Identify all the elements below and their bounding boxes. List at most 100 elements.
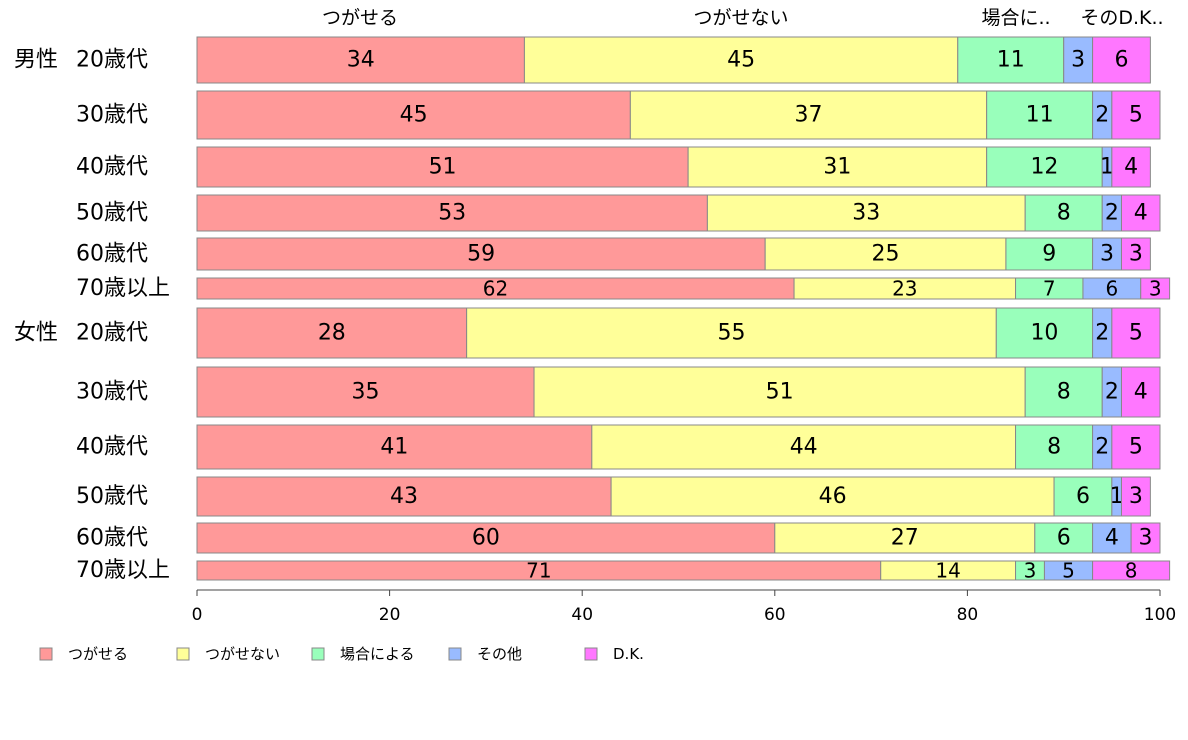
data-label: 11	[1026, 103, 1054, 128]
data-label: 1	[1100, 155, 1114, 180]
data-label: 37	[795, 103, 823, 128]
data-label: 62	[483, 277, 508, 301]
data-label: 3	[1129, 484, 1143, 509]
bar-segment	[986, 90, 1094, 140]
data-label: 27	[891, 526, 919, 551]
data-label: 12	[1030, 155, 1058, 180]
data-label: 10	[1030, 321, 1058, 346]
data-label: 2	[1105, 380, 1119, 405]
x-tick-label: 40	[571, 605, 593, 625]
data-label: 9	[1042, 242, 1056, 267]
data-label: 53	[438, 201, 466, 226]
data-label: 44	[790, 435, 818, 460]
bar-segment	[1120, 476, 1151, 517]
bar-segment	[1092, 36, 1151, 84]
data-label: 45	[400, 103, 428, 128]
x-tick-label: 0	[192, 605, 203, 625]
bar-segment	[1092, 237, 1122, 271]
data-label: 3	[1024, 559, 1037, 583]
bar-segment	[196, 194, 708, 232]
data-label: 45	[727, 48, 755, 73]
data-label: 5	[1129, 103, 1143, 128]
data-label: 46	[819, 484, 847, 509]
data-label: 4	[1105, 526, 1119, 551]
bar-segment	[523, 36, 959, 84]
bar-segment	[1024, 366, 1103, 418]
data-label: 2	[1095, 321, 1109, 346]
data-label: 3	[1139, 526, 1153, 551]
bar-segment	[1092, 560, 1171, 581]
data-label: 6	[1105, 277, 1118, 301]
data-label: 51	[429, 155, 457, 180]
column-header: そのD.K..	[1080, 7, 1163, 29]
x-tick-label: 100	[1144, 605, 1176, 625]
category-label: 60歳代	[76, 242, 148, 267]
data-label: 6	[1057, 526, 1071, 551]
category-label: 50歳代	[76, 484, 148, 509]
data-label: 59	[467, 242, 495, 267]
data-label: 31	[823, 155, 851, 180]
data-label: 8	[1057, 380, 1071, 405]
category-label: 30歳代	[76, 103, 148, 128]
data-label: 3	[1149, 277, 1162, 301]
data-label: 60	[472, 526, 500, 551]
bar-segment	[986, 146, 1103, 188]
bar-segment	[1140, 277, 1171, 300]
category-label: 40歳代	[76, 155, 148, 180]
bar-segment	[1092, 522, 1132, 554]
legend-label: つがせる	[68, 645, 128, 663]
bar-segment	[1024, 194, 1103, 232]
data-label: 34	[347, 48, 375, 73]
bar-segment	[1120, 366, 1161, 418]
bar-segment	[1120, 237, 1151, 271]
data-label: 14	[935, 559, 960, 583]
category-label: 30歳代	[76, 380, 148, 405]
data-label: 3	[1129, 242, 1143, 267]
category-label: 50歳代	[76, 201, 148, 226]
data-label: 2	[1105, 201, 1119, 226]
legend-swatch	[448, 647, 462, 661]
data-label: 4	[1124, 155, 1138, 180]
bar-segment	[1015, 424, 1094, 470]
category-label: 20歳代	[76, 321, 148, 346]
category-label: 60歳代	[76, 526, 148, 551]
bar-segment	[196, 237, 766, 271]
bar-segment	[1111, 90, 1161, 140]
column-header: つがせる	[322, 7, 398, 29]
bar-segment	[629, 90, 988, 140]
data-label: 55	[717, 321, 745, 346]
data-label: 8	[1125, 559, 1138, 583]
legend-swatch	[311, 647, 325, 661]
data-label: 43	[390, 484, 418, 509]
bar-segment	[196, 424, 593, 470]
data-label: 3	[1071, 48, 1085, 73]
data-label: 5	[1129, 435, 1143, 460]
group-label: 女性	[14, 321, 58, 346]
data-label: 3	[1100, 242, 1114, 267]
data-label: 33	[852, 201, 880, 226]
bar-segment	[706, 194, 1026, 232]
bar-segment	[957, 36, 1065, 84]
bar-segment	[687, 146, 988, 188]
data-label: 4	[1134, 380, 1148, 405]
legend-label: D.K.	[613, 645, 644, 663]
bar-segment	[466, 307, 997, 359]
data-label: 11	[997, 48, 1025, 73]
bar-segment	[1130, 522, 1161, 554]
bar-segment	[610, 476, 1055, 517]
data-label: 8	[1047, 435, 1061, 460]
data-label: 5	[1129, 321, 1143, 346]
bar-segment	[1111, 424, 1161, 470]
bar-segment	[196, 476, 612, 517]
bar-segment	[995, 307, 1094, 359]
bar-segment	[1120, 194, 1161, 232]
x-tick-label: 20	[379, 605, 401, 625]
data-label: 2	[1095, 103, 1109, 128]
category-label: 20歳代	[76, 48, 148, 73]
bar-segment	[764, 237, 1007, 271]
bar-segment	[196, 90, 631, 140]
category-label: 70歳以上	[76, 558, 170, 583]
bar-segment	[774, 522, 1036, 554]
data-label: 6	[1076, 484, 1090, 509]
